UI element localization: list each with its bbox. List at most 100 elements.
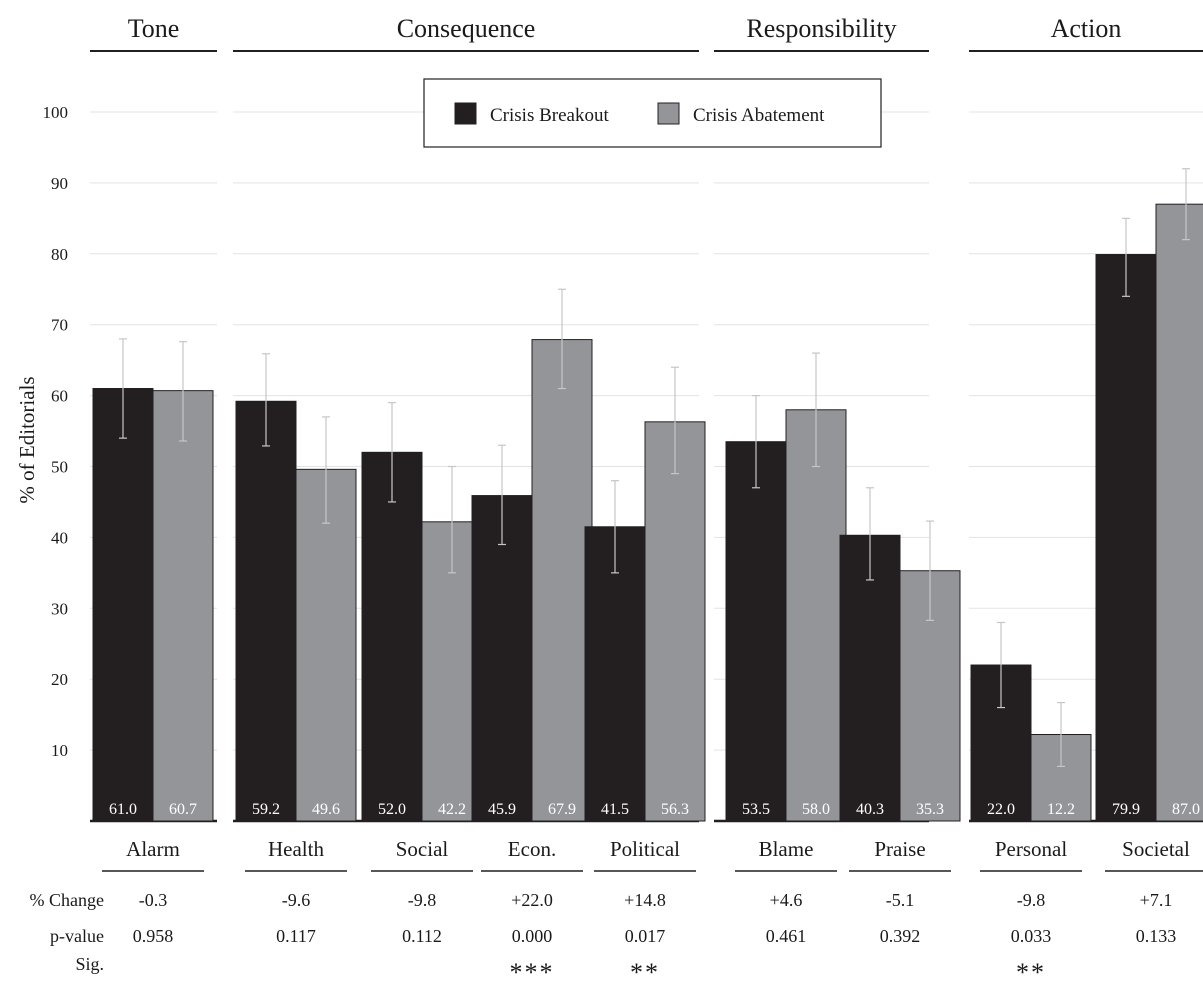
error-bar-econ-crisis-breakout <box>498 444 506 546</box>
y-axis-ticks: 10 20 30 40 50 60 70 80 90 100 <box>43 103 69 760</box>
error-bar-praise-crisis-breakout <box>866 487 874 581</box>
bar-value-label-societal-crisis-abatement: 87.0 <box>1172 801 1200 818</box>
bar-value-label-social-crisis-abatement: 42.2 <box>438 801 466 818</box>
y-tick-100: 100 <box>43 103 69 122</box>
error-bar-alarm-crisis-breakout <box>119 338 127 439</box>
bar-blame-crisis-abatement <box>785 409 847 822</box>
bar-social-crisis-breakout <box>361 451 423 822</box>
y-tick-30: 30 <box>51 599 68 618</box>
error-bar-econ-crisis-abatement <box>558 288 566 390</box>
p-value-praise: 0.392 <box>880 926 921 946</box>
pct-change-health: -9.6 <box>282 890 311 910</box>
significance-personal: ** <box>1016 958 1046 987</box>
p-value-alarm: 0.958 <box>133 926 174 946</box>
error-bar-societal-crisis-breakout <box>1122 217 1130 297</box>
legend-swatch-crisis-abatement <box>657 102 680 125</box>
bar-health-crisis-breakout <box>235 400 297 822</box>
pct-change-econ: +22.0 <box>511 890 553 910</box>
category-label-econ: Econ. <box>508 837 556 861</box>
bar-societal-crisis-abatement <box>1155 203 1203 822</box>
p-value-political: 0.017 <box>625 926 666 946</box>
bar-value-label-alarm-crisis-abatement: 60.7 <box>169 801 197 818</box>
bar-value-label-blame-crisis-abatement: 58.0 <box>802 801 830 818</box>
error-bar-social-crisis-breakout <box>388 402 396 503</box>
group-titles: Tone Consequence Responsibility Action <box>90 14 1203 52</box>
category-label-societal: Societal <box>1122 837 1190 861</box>
bar-political-crisis-breakout <box>584 526 646 822</box>
bar-value-label-personal-crisis-breakout: 22.0 <box>987 801 1015 818</box>
error-bar-personal-crisis-breakout <box>997 621 1005 709</box>
y-tick-10: 10 <box>51 741 68 760</box>
error-bar-blame-crisis-abatement <box>812 352 820 468</box>
bar-societal-crisis-breakout <box>1095 254 1157 822</box>
category-label-political: Political <box>610 837 680 861</box>
bar-value-label-praise-crisis-breakout: 40.3 <box>856 801 884 818</box>
bar-value-label-health-crisis-breakout: 59.2 <box>252 801 280 818</box>
pct-change-social: -9.8 <box>408 890 437 910</box>
category-label-praise: Praise <box>874 837 925 861</box>
y-tick-40: 40 <box>51 528 68 547</box>
legend-label-crisis-breakout: Crisis Breakout <box>490 105 609 126</box>
category-label-health: Health <box>268 837 324 861</box>
error-bar-health-crisis-abatement <box>322 416 330 524</box>
bar-value-label-societal-crisis-breakout: 79.9 <box>1112 801 1140 818</box>
significance-political: ** <box>630 958 660 987</box>
bar-political-crisis-abatement <box>644 421 706 822</box>
bar-value-label-alarm-crisis-breakout: 61.0 <box>109 801 137 818</box>
pct-change-praise: -5.1 <box>886 890 915 910</box>
category-label-personal: Personal <box>995 837 1067 861</box>
y-tick-50: 50 <box>51 458 68 477</box>
p-value-health: 0.117 <box>276 926 316 946</box>
error-bar-social-crisis-abatement <box>448 465 456 574</box>
p-value-social: 0.112 <box>402 926 442 946</box>
p-value-societal: 0.133 <box>1136 926 1177 946</box>
pct-change-societal: +7.1 <box>1140 890 1173 910</box>
bar-value-label-personal-crisis-abatement: 12.2 <box>1047 801 1075 818</box>
bar-value-label-political-crisis-abatement: 56.3 <box>661 801 689 818</box>
bar-value-label-blame-crisis-breakout: 53.5 <box>742 801 770 818</box>
p-value-blame: 0.461 <box>766 926 807 946</box>
pct-change-alarm: -0.3 <box>139 890 168 910</box>
p-value-personal: 0.033 <box>1011 926 1052 946</box>
y-tick-80: 80 <box>51 245 68 264</box>
error-bar-political-crisis-abatement <box>671 366 679 475</box>
y-tick-70: 70 <box>51 316 68 335</box>
error-bar-health-crisis-breakout <box>262 353 270 447</box>
error-bar-societal-crisis-abatement <box>1182 168 1190 241</box>
stat-row-label-p: p-value <box>50 926 104 946</box>
error-bar-personal-crisis-abatement <box>1057 701 1065 768</box>
statistics-table: % Change p-value Sig. -0.3 0.958 -9.6 0.117… <box>30 890 1177 987</box>
bar-alarm-crisis-breakout <box>92 388 154 822</box>
bar-blame-crisis-breakout <box>725 441 787 822</box>
bar-value-label-econ-crisis-breakout: 45.9 <box>488 801 516 818</box>
error-bar-praise-crisis-abatement <box>926 520 934 621</box>
error-bar-alarm-crisis-abatement <box>179 341 187 442</box>
p-value-econ: 0.000 <box>512 926 553 946</box>
group-title-tone: Tone <box>128 14 180 43</box>
bar-health-crisis-abatement <box>295 468 357 822</box>
pct-change-political: +14.8 <box>624 890 666 910</box>
bar-value-label-social-crisis-breakout: 52.0 <box>378 801 406 818</box>
y-tick-20: 20 <box>51 670 68 689</box>
category-label-social: Social <box>396 837 449 861</box>
legend-swatch-crisis-breakout <box>454 102 477 125</box>
bars: 61.0 60.7 59.2 49.6 52.0 42.2 45.9 67.9 41.5 56.3… <box>90 168 1203 823</box>
error-bar-blame-crisis-breakout <box>752 395 760 489</box>
bar-econ-crisis-abatement <box>531 339 593 822</box>
bar-econ-crisis-breakout <box>471 495 533 822</box>
group-title-responsibility: Responsibility <box>746 14 896 43</box>
y-tick-60: 60 <box>51 387 68 406</box>
bar-value-label-health-crisis-abatement: 49.6 <box>312 801 340 818</box>
bar-value-label-political-crisis-breakout: 41.5 <box>601 801 629 818</box>
error-bar-political-crisis-breakout <box>611 480 619 574</box>
category-label-blame: Blame <box>759 837 814 861</box>
stat-row-label-sig: Sig. <box>75 954 104 974</box>
y-axis-label: % of Editorials <box>15 376 39 503</box>
pct-change-personal: -9.8 <box>1017 890 1046 910</box>
legend: Crisis Breakout Crisis Abatement <box>423 78 882 148</box>
y-tick-90: 90 <box>51 174 68 193</box>
group-title-action: Action <box>1051 14 1122 43</box>
legend-label-crisis-abatement: Crisis Abatement <box>693 105 825 126</box>
significance-econ: *** <box>510 958 555 987</box>
